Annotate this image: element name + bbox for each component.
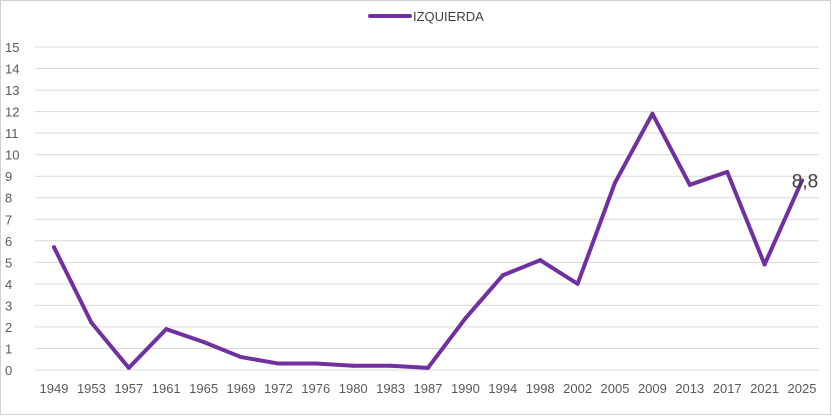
data-point xyxy=(313,361,318,366)
data-point xyxy=(426,365,430,370)
y-tick-label: 10 xyxy=(5,148,19,163)
data-point xyxy=(575,281,580,286)
data-point xyxy=(388,363,393,368)
y-tick-label: 7 xyxy=(5,212,12,227)
legend: IZQUIERDA xyxy=(368,9,484,24)
x-tick-label: 2025 xyxy=(788,381,817,396)
y-tick-label: 14 xyxy=(5,62,19,77)
x-tick-label: 2009 xyxy=(638,381,667,396)
y-tick-label: 8 xyxy=(5,191,12,206)
data-point xyxy=(650,111,655,116)
x-tick-label: 1983 xyxy=(376,381,405,396)
x-tick-label: 1980 xyxy=(339,381,368,396)
x-tick-label: 1987 xyxy=(414,381,443,396)
legend-label-izquierda: IZQUIERDA xyxy=(413,9,484,24)
x-tick-label: 1949 xyxy=(40,381,69,396)
x-axis-tick-labels: 1949 1953 1957 1961 1965 1969 1972 1976 1980 1983… xyxy=(40,381,817,396)
y-tick-label: 15 xyxy=(5,40,19,55)
data-point xyxy=(89,320,94,325)
y-tick-label: 5 xyxy=(5,255,12,270)
data-point xyxy=(126,365,131,370)
gridlines xyxy=(35,46,819,371)
y-tick-label: 9 xyxy=(5,169,12,184)
data-point xyxy=(276,361,281,366)
data-point xyxy=(613,180,617,185)
x-tick-label: 1976 xyxy=(301,381,330,396)
data-point xyxy=(463,316,468,321)
series-layer xyxy=(52,111,804,370)
x-tick-label: 2005 xyxy=(601,381,630,396)
data-point xyxy=(538,258,543,263)
data-labels: 8,8 xyxy=(792,172,818,193)
y-tick-label: 4 xyxy=(5,277,12,292)
data-point xyxy=(687,182,692,187)
data-label: 8,8 xyxy=(792,172,818,193)
x-tick-label: 2002 xyxy=(563,381,592,396)
y-tick-label: 6 xyxy=(5,234,12,249)
x-tick-label: 1972 xyxy=(264,381,293,396)
data-point xyxy=(351,363,356,368)
x-tick-label: 1957 xyxy=(114,381,143,396)
y-tick-label: 0 xyxy=(5,363,12,378)
x-tick-label: 1998 xyxy=(526,381,555,396)
y-tick-label: 12 xyxy=(5,105,19,120)
data-point xyxy=(800,178,804,183)
x-tick-label: 1994 xyxy=(488,381,517,396)
data-point xyxy=(239,355,243,360)
y-tick-label: 11 xyxy=(5,126,19,141)
x-tick-label: 1953 xyxy=(77,381,106,396)
x-tick-label: 1965 xyxy=(189,381,218,396)
x-tick-label: 2013 xyxy=(675,381,704,396)
data-point xyxy=(725,169,730,174)
x-tick-label: 2021 xyxy=(750,381,779,396)
data-point xyxy=(762,262,767,267)
x-tick-label: 2017 xyxy=(713,381,742,396)
y-tick-label: 13 xyxy=(5,83,19,98)
data-point xyxy=(164,327,169,332)
x-tick-label: 1969 xyxy=(227,381,256,396)
x-tick-label: 1990 xyxy=(451,381,480,396)
data-point xyxy=(500,273,505,278)
y-tick-label: 3 xyxy=(5,298,12,313)
y-tick-label: 1 xyxy=(5,341,12,356)
x-tick-label: 1961 xyxy=(152,381,181,396)
data-point xyxy=(201,340,206,345)
y-tick-label: 2 xyxy=(5,320,12,335)
data-point xyxy=(52,245,56,250)
